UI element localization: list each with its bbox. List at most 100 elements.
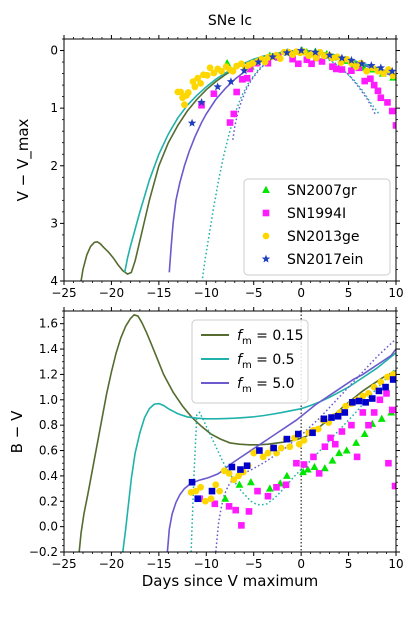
legend-fm-0-15: fm = 0.15: [237, 328, 304, 347]
bottom-point-sn1994i-22: [370, 409, 378, 416]
top-point-sn2017ein-1: [197, 97, 206, 106]
top-point-sn2017ein-7: [282, 48, 292, 57]
bottom-point-sn1994i-4: [238, 522, 245, 529]
bottom-model-curve-solid-2: [166, 348, 396, 552]
top-point-sn1994i-25: [374, 87, 382, 95]
bottom-point-sn1994i-13: [315, 470, 323, 477]
top-point-sn2017ein-0: [187, 118, 197, 127]
bottom-point-sn2017ein-15: [349, 399, 356, 406]
top-legend: SN2007gr SN1994I SN2013ge SN2017ein: [243, 178, 391, 276]
bottom-point-sn1994i-8: [273, 484, 280, 491]
top-point-sn2017ein-16: [388, 66, 396, 75]
bottom-model-curve-dotted-3: [190, 367, 396, 552]
bottom-ytick-label-8: 1.4: [39, 342, 58, 356]
top-point-sn2013ge-48: [352, 63, 360, 71]
top-point-sn2017ein-5: [254, 57, 263, 66]
top-ytick-label-4: 4: [50, 274, 58, 288]
bottom-point-sn1994i-19: [353, 453, 361, 461]
top-axes-frame: [63, 38, 397, 282]
bottom-point-sn2017ein-20: [382, 383, 389, 391]
top-xtick-label-7: 10: [388, 286, 403, 300]
bottom-point-sn1994i-2: [225, 503, 233, 510]
bottom-xtick-label-4: −5: [245, 557, 263, 571]
top-point-sn1994i-4: [233, 88, 240, 96]
bottom-point-sn2007gr-11: [335, 448, 343, 457]
bottom-point-sn2007gr-1: [235, 480, 244, 488]
top-point-sn2017ein-8: [296, 46, 306, 55]
bottom-point-sn2017ein-9: [294, 430, 302, 438]
top-point-sn2013ge-9: [197, 79, 204, 87]
bottom-point-sn2013ge-18: [273, 449, 280, 457]
top-panel-v-magnitude: −25 −20 −15 −10 −5 0 5 10 0 1 2 3 4 SNe Ic V − V_max…: [14, 13, 404, 300]
bottom-point-sn2007gr-0: [221, 494, 230, 502]
bottom-ytick-label-6: 1.0: [39, 393, 58, 407]
top-point-sn1994i-0: [198, 101, 205, 109]
legend-marker-sn2007gr: [262, 185, 270, 193]
bottom-point-sn2017ein-4: [237, 466, 244, 473]
bottom-point-sn2017ein-16: [355, 397, 363, 405]
bottom-point-sn2013ge-6: [216, 487, 223, 495]
bottom-point-sn2013ge-36: [365, 390, 372, 397]
bottom-point-sn2013ge-2: [197, 483, 204, 491]
bottom-point-sn2013ge-39: [384, 373, 391, 381]
bottom-point-sn2013ge-10: [235, 472, 242, 480]
bottom-point-sn1994i-23: [376, 396, 384, 404]
bottom-point-sn2017ein-10: [309, 429, 316, 437]
bottom-point-sn2007gr-2: [246, 478, 255, 486]
top-point-sn1994i-5: [239, 76, 246, 83]
bottom-point-sn2007gr-16: [377, 414, 386, 422]
bottom-xtick-label-0: −25: [51, 557, 76, 571]
bottom-y-axis-label: B − V: [8, 410, 26, 453]
bottom-point-sn1994i-16: [331, 440, 339, 448]
top-point-sn2013ge-6: [189, 78, 197, 86]
bottom-point-sn2017ein-7: [270, 444, 277, 452]
bottom-point-sn2017ein-0: [188, 478, 196, 486]
bottom-ytick-label-1: 0.0: [39, 520, 58, 534]
top-ytick-label-0: 0: [50, 44, 58, 58]
top-point-sn2017ein-4: [240, 66, 249, 75]
bottom-xtick-label-3: −10: [194, 557, 219, 571]
top-xtick-label-3: −10: [194, 286, 219, 300]
top-point-sn2017ein-9: [311, 47, 320, 56]
top-point-sn2017ein-10: [325, 50, 334, 59]
top-point-sn1994i-27: [384, 99, 391, 106]
bottom-point-sn2013ge-15: [259, 453, 267, 461]
bottom-point-sn2017ein-14: [341, 409, 349, 416]
bottom-point-sn2007gr-9: [320, 464, 329, 472]
bottom-xtick-label-6: 5: [345, 557, 353, 571]
bottom-axis-ticks: −25 −20 −15 −10 −5 0 5 10 −0.2 0.0 0.2 0.4 0.6 0.8 1.0…: [29, 307, 404, 571]
bottom-point-sn2013ge-27: [314, 425, 322, 433]
bottom-point-sn2013ge-19: [277, 444, 285, 452]
bottom-ytick-label-5: 0.8: [39, 418, 58, 432]
top-point-sn2017ein-14: [367, 61, 376, 70]
bottom-ytick-label-4: 0.6: [39, 444, 58, 458]
bottom-xtick-label-1: −20: [99, 557, 124, 571]
top-point-sn2013ge-18: [229, 67, 237, 75]
bottom-legend: fm = 0.15 fm = 0.5 fm = 5.0: [191, 319, 309, 404]
bottom-point-sn2017ein-18: [368, 395, 376, 402]
top-point-sn1994i-1: [210, 90, 218, 98]
top-ytick-label-2: 2: [50, 159, 58, 173]
legend-marker-sn2013ge: [262, 232, 270, 240]
bottom-point-sn1994i-11: [300, 461, 308, 468]
bottom-point-sn1994i-7: [264, 492, 272, 500]
top-xtick-label-2: −15: [146, 286, 171, 300]
bottom-point-sn1994i-9: [282, 481, 290, 489]
top-axis-ticks: −25 −20 −15 −10 −5 0 5 10 0 1 2 3 4: [50, 35, 404, 300]
bottom-point-sn1994i-12: [310, 453, 317, 461]
top-point-sn2013ge-12: [206, 64, 214, 72]
bottom-point-sn2013ge-23: [295, 440, 303, 448]
legend-label-sn2007gr: SN2007gr: [287, 183, 357, 199]
bottom-point-sn1994i-14: [321, 443, 329, 451]
top-xtick-label-0: −25: [51, 286, 76, 300]
top-point-sn1994i-28: [388, 107, 396, 115]
bottom-point-sn1994i-5: [245, 508, 253, 515]
bottom-point-sn2013ge-38: [377, 378, 385, 386]
top-point-sn2013ge-39: [312, 54, 320, 62]
top-point-sn1994i-29: [392, 122, 396, 129]
bottom-xtick-label-7: 10: [388, 557, 403, 571]
top-point-sn2013ge-50: [363, 67, 370, 75]
bottom-point-sn2017ein-6: [256, 447, 263, 454]
top-point-sn2017ein-11: [337, 53, 347, 62]
top-point-sn2013ge-53: [380, 70, 388, 77]
